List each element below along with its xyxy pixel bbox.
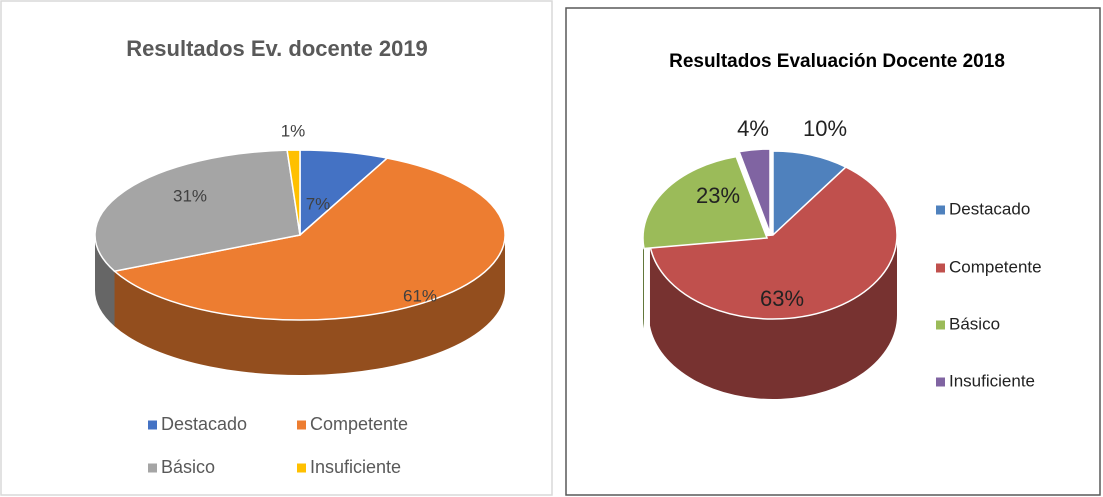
legend-swatch	[936, 263, 945, 273]
data-label: 31%	[173, 186, 207, 205]
slice	[642, 155, 769, 250]
data-label: 7%	[306, 194, 331, 213]
legend-swatch	[148, 463, 157, 473]
legend-swatch	[297, 463, 306, 473]
legend-swatch	[936, 377, 945, 387]
slice	[94, 149, 301, 272]
chart-title: Resultados Evaluación Docente 2018	[669, 51, 1005, 72]
legend-label: Insuficiente	[949, 371, 1035, 390]
slice	[649, 166, 898, 320]
data-label: 10%	[803, 116, 847, 141]
legend-label: Insuficiente	[310, 457, 401, 477]
legend-label: Competente	[949, 257, 1042, 276]
legend-label: Básico	[949, 314, 1000, 333]
slice	[112, 157, 506, 321]
chart-title: Resultados Ev. docente 2019	[126, 36, 428, 61]
slice-side	[643, 238, 644, 329]
slice	[738, 148, 771, 234]
data-label: 4%	[737, 116, 769, 141]
data-label: 1%	[281, 121, 306, 140]
legend-swatch	[936, 320, 945, 330]
legend-label: Competente	[310, 414, 408, 434]
slice-side	[114, 235, 506, 375]
slice-side	[649, 235, 897, 400]
legend-swatch	[148, 420, 157, 430]
legend-label: Destacado	[949, 199, 1030, 218]
legend-swatch	[297, 420, 306, 430]
slice	[286, 149, 301, 236]
data-label: 61%	[403, 286, 437, 305]
data-label: 23%	[696, 183, 740, 208]
slice-side	[95, 235, 115, 327]
slice	[772, 150, 848, 237]
legend-label: Destacado	[161, 414, 247, 434]
data-label: 63%	[760, 286, 804, 311]
legend-label: Básico	[161, 457, 215, 477]
legend-swatch	[936, 205, 945, 215]
